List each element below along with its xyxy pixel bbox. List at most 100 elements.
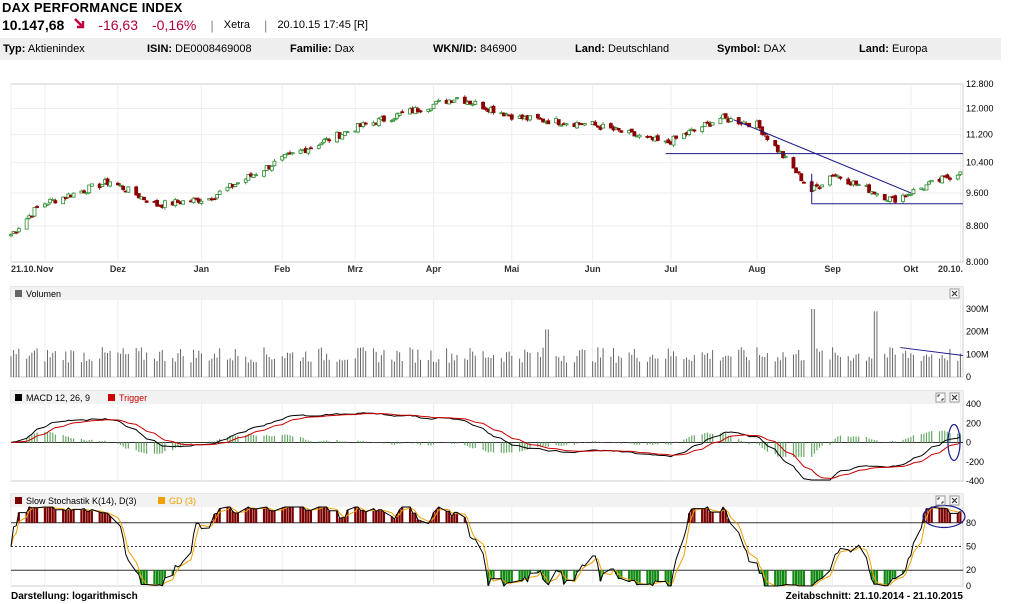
candle-body: [134, 186, 139, 196]
macd-ytick-label: -200: [966, 457, 984, 467]
gd-legend-swatch: [158, 497, 165, 504]
price-ytick-label: 9.600: [966, 188, 989, 198]
close-icon: [951, 394, 958, 401]
stoch-k-line: [10, 506, 961, 587]
candle-body: [395, 113, 399, 119]
candle-body: [71, 192, 76, 198]
candle-body: [927, 181, 931, 185]
candle-body: [16, 228, 21, 233]
candle-body: [682, 133, 686, 140]
info-region: Land: Europa: [859, 43, 928, 55]
candle-body: [705, 121, 710, 124]
candle-body: [48, 198, 53, 204]
candle-body: [655, 135, 660, 141]
candle-body: [324, 137, 329, 140]
price-ytick-label: 11.200: [966, 130, 993, 140]
candle-body: [63, 197, 68, 199]
volume-ytick-label: 300M: [966, 304, 989, 314]
candle-body: [382, 115, 386, 122]
macd-ytick-label: -400: [966, 476, 984, 486]
candle-body: [875, 193, 879, 196]
candle-body: [100, 183, 105, 187]
macd-close-button[interactable]: [949, 392, 960, 403]
stoch-close-button[interactable]: [949, 495, 960, 506]
candle-body: [136, 193, 141, 199]
candle-body: [491, 105, 496, 114]
volume-panel-frame: [10, 286, 964, 378]
display-mode-label: Darstellung: logarithmisch: [11, 591, 138, 602]
macd-highlight-ellipse: [947, 423, 961, 462]
gd-legend-label: GD (3): [169, 496, 196, 506]
info-isin: ISIN: DE0008469008: [147, 43, 252, 55]
candle-body: [429, 108, 433, 111]
x-axis-tick-label: Apr: [426, 264, 442, 274]
candle-body: [908, 193, 913, 196]
candle-body: [854, 180, 858, 185]
candle-body: [121, 185, 126, 190]
candle-body: [225, 186, 230, 192]
candle-body: [728, 118, 733, 122]
candle-body: [272, 160, 277, 167]
candle-body: [872, 191, 877, 195]
candle-body: [392, 118, 397, 121]
candle-body: [955, 174, 960, 180]
volume-legend-swatch: [15, 290, 22, 297]
candle-body: [616, 128, 621, 131]
candle-body: [9, 234, 13, 237]
candle-body: [243, 178, 248, 183]
stoch-expand-button[interactable]: [935, 495, 946, 506]
candle-body: [251, 174, 256, 179]
macd-expand-button[interactable]: [935, 392, 946, 403]
x-axis-tick-label: Mai: [504, 264, 519, 274]
candle-body: [559, 124, 564, 127]
candle-body: [397, 112, 402, 116]
candle-body: [593, 121, 598, 126]
candle-body: [355, 122, 360, 133]
price-ytick-label: 8.000: [966, 257, 989, 267]
candle-body: [828, 175, 832, 186]
macd-ytick-label: 400: [966, 399, 981, 409]
candle-body: [582, 123, 587, 126]
candle-body: [212, 198, 217, 201]
macd-panel-frame: [10, 390, 964, 482]
candle-body: [142, 196, 146, 201]
info-family: Familie: Dax: [290, 43, 355, 55]
downtrend-line: [733, 119, 912, 194]
candle-body: [14, 231, 19, 234]
candle-body: [290, 152, 295, 155]
candle-body: [958, 171, 963, 175]
candle-body: [215, 194, 219, 199]
price-ytick-label: 10.400: [966, 158, 994, 168]
candle-body: [608, 123, 613, 129]
candle-body: [400, 111, 405, 114]
candle-body: [575, 122, 579, 129]
candle-body: [452, 99, 457, 103]
candle-body: [556, 119, 561, 126]
volume-close-button[interactable]: [949, 288, 960, 299]
macd-ytick-label: 0: [966, 438, 971, 448]
x-axis-tick-label: Okt: [903, 264, 918, 274]
trigger-legend-swatch: [108, 394, 115, 401]
trigger-line: [10, 412, 961, 479]
candle-body: [61, 196, 66, 205]
candle-body: [118, 184, 123, 187]
price-ytick-label: 12.000: [966, 103, 994, 113]
candle-body: [389, 120, 394, 123]
candle-body: [637, 134, 642, 138]
volume-panel-title: Volumen: [26, 289, 61, 299]
x-axis-tick-label: Jun: [585, 264, 601, 274]
volume-panel-header: [11, 287, 963, 300]
candle-body: [601, 123, 605, 129]
candle-body: [236, 182, 240, 185]
candle-body: [718, 117, 723, 125]
candle-body: [282, 153, 287, 159]
candle-body: [541, 118, 545, 123]
candle-body: [546, 120, 551, 125]
volume-trend-line: [900, 347, 964, 356]
candle-body: [53, 200, 58, 204]
candle-body: [155, 200, 159, 207]
candle-body: [418, 110, 423, 113]
candle-body: [434, 100, 439, 105]
candle-body: [893, 195, 898, 203]
stoch-legend-swatch: [15, 497, 22, 504]
